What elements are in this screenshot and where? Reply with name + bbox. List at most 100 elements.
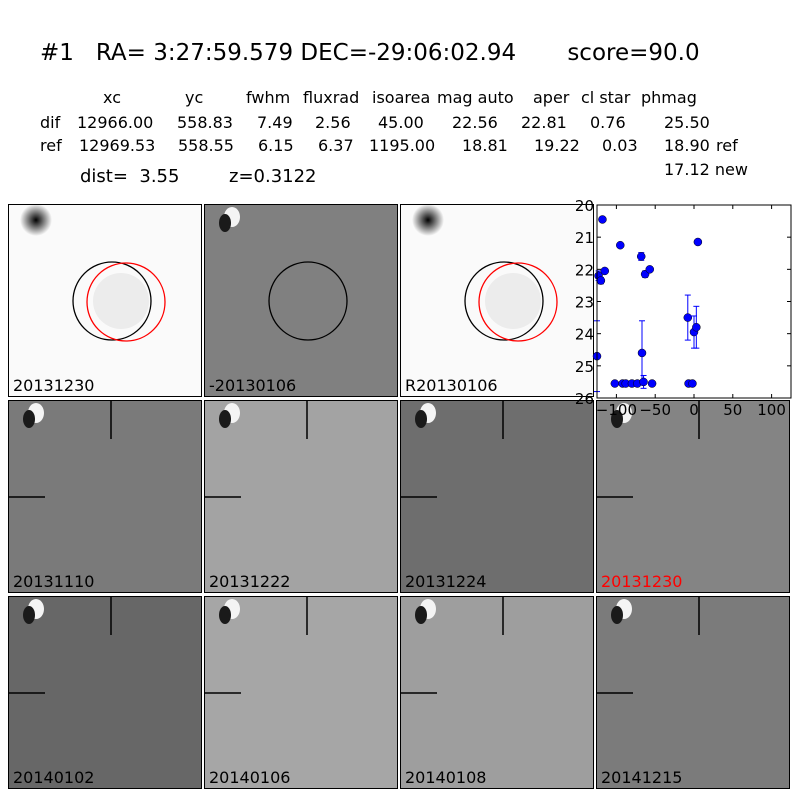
- reference-circle: [478, 262, 558, 342]
- plot-area: [597, 205, 791, 398]
- residual-negative: [611, 410, 623, 428]
- residual-negative: [219, 410, 231, 428]
- ref-yc: 558.55: [178, 136, 234, 155]
- data-point: [688, 379, 697, 388]
- neighbor-source: [20, 205, 52, 236]
- data-point: [689, 327, 699, 337]
- residual-negative: [611, 606, 623, 624]
- data-point: [640, 269, 650, 279]
- data-point: [637, 348, 647, 358]
- col-header-fluxrad: fluxrad: [303, 88, 360, 107]
- col-header-aper: aper: [533, 88, 570, 107]
- col-header-fwhm: fwhm: [246, 88, 291, 107]
- data-point: [645, 265, 655, 274]
- col-header-phmag: phmag: [641, 88, 697, 107]
- stamp-panel: 20140108: [400, 596, 594, 789]
- dif-yc: 558.83: [177, 113, 233, 132]
- stamp-image: [401, 401, 504, 498]
- dif-mag-auto: 22.56: [452, 113, 498, 132]
- data-point: [596, 276, 606, 285]
- col-header-cl-star: cl star: [581, 88, 631, 107]
- row-label-dif: dif: [40, 113, 61, 132]
- dif-cl-star: 0.76: [590, 113, 626, 132]
- stamp-image: [412, 205, 558, 342]
- stamp-date-label: 20131230: [601, 572, 683, 591]
- stamp-image: [9, 401, 112, 498]
- stamp-panel: 20131230: [8, 204, 202, 397]
- residual-negative: [415, 410, 427, 428]
- data-point: [618, 379, 627, 388]
- data-point: [616, 240, 625, 250]
- stamp-date-label: 20141215: [601, 768, 683, 787]
- aperture-circle: [464, 261, 544, 341]
- plot-frame: [596, 204, 792, 399]
- stamp-panel: 20131110: [8, 400, 202, 593]
- aperture-circle: [268, 261, 348, 341]
- data-point: [621, 379, 630, 388]
- stamp-panel: 20131222: [204, 400, 398, 593]
- data-point: [598, 215, 607, 224]
- data-point: [693, 237, 703, 247]
- data-point: [639, 377, 648, 387]
- residual-negative: [415, 606, 427, 624]
- stamp-image: [9, 597, 112, 694]
- stamp-date-label: 20140106: [209, 768, 291, 787]
- ref-phmag-suffix: ref: [716, 136, 738, 155]
- stamp-image: [219, 207, 348, 341]
- reference-circle: [86, 262, 166, 342]
- data-point: [692, 322, 701, 332]
- dif-aper: 22.81: [521, 113, 567, 132]
- dif-fluxrad: 2.56: [315, 113, 351, 132]
- ref-phmag: 18.90: [664, 136, 710, 155]
- aperture-circle: [72, 261, 152, 341]
- data-point: [633, 379, 642, 388]
- data-point: [600, 266, 610, 276]
- ref-aper: 19.22: [534, 136, 580, 155]
- data-point: [627, 379, 637, 388]
- stamp-image: [205, 597, 308, 694]
- data-point: [684, 379, 693, 388]
- dif-xc: 12966.00: [77, 113, 154, 132]
- dif-isoarea: 45.00: [378, 113, 424, 132]
- stamp-image: [597, 401, 700, 498]
- stamp-date-label: 20131222: [209, 572, 291, 591]
- residual-negative: [219, 214, 231, 232]
- ref-fluxrad: 6.37: [318, 136, 354, 155]
- col-header-yc: yc: [185, 88, 204, 107]
- data-point: [592, 351, 602, 361]
- dist-value: dist= 3.55: [80, 166, 180, 187]
- stamp-date-label: 20131110: [13, 572, 95, 591]
- data-point: [636, 252, 646, 261]
- stamp-panel: -20130106: [204, 204, 398, 397]
- neighbor-source: [412, 205, 444, 236]
- ref-cl-star: 0.03: [602, 136, 638, 155]
- stamp-date-label: 20131224: [405, 572, 487, 591]
- stamp-panel: 20140106: [204, 596, 398, 789]
- new-phmag: 17.12 new: [664, 160, 748, 179]
- stamp-panel: 20131230: [596, 400, 790, 593]
- col-header-xc: xc: [103, 88, 121, 107]
- stamp-image: [401, 597, 504, 694]
- stamp-date-label: -20130106: [209, 376, 297, 395]
- col-header-mag-auto: mag auto: [437, 88, 514, 107]
- candidate-title: #1 RA= 3:27:59.579 DEC=-29:06:02.94 scor…: [40, 40, 700, 66]
- stamp-date-label: R20130106: [405, 376, 498, 395]
- row-label-ref: ref: [40, 136, 62, 155]
- ref-mag-auto: 18.81: [462, 136, 508, 155]
- stamp-panel: 20140102: [8, 596, 202, 789]
- host-galaxy: [93, 273, 149, 329]
- data-point: [610, 379, 620, 388]
- col-header-isoarea: isoarea: [372, 88, 431, 107]
- residual-negative: [23, 410, 35, 428]
- residual-negative: [23, 606, 35, 624]
- ref-fwhm: 6.15: [258, 136, 294, 155]
- stamp-panel: 20141215: [596, 596, 790, 789]
- stamp-image: [597, 597, 700, 694]
- stamp-date-label: 20131230: [13, 376, 95, 395]
- data-point: [683, 313, 693, 322]
- stamp-panel: R20130106: [400, 204, 594, 397]
- stamp-panel: 20131224: [400, 400, 594, 593]
- redshift-value: z=0.3122: [229, 166, 317, 187]
- dif-phmag: 25.50: [664, 113, 710, 132]
- stamp-image: [205, 401, 308, 498]
